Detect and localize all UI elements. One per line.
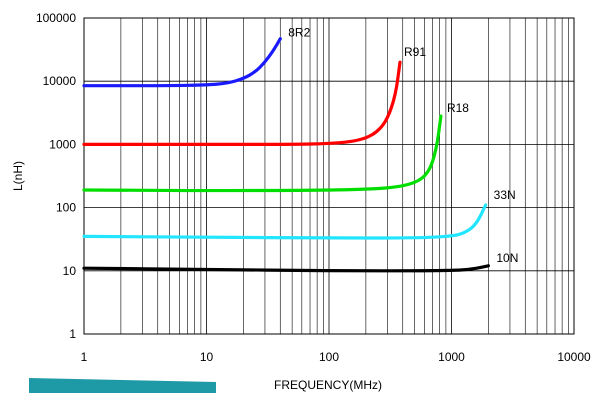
grid-lines — [83, 17, 574, 335]
decorative-teal-bar — [29, 378, 216, 393]
series-label-r91: R91 — [404, 45, 426, 59]
series-lines — [82, 37, 490, 273]
x-tick-label: 1000 — [438, 350, 465, 364]
x-tick-label: 10000 — [557, 350, 591, 364]
series-label-8r2: 8R2 — [288, 26, 310, 40]
x-axis-label: FREQUENCY(MHz) — [274, 378, 382, 392]
series-line-r18 — [82, 114, 443, 193]
series-labels: 8R2 R91 R18 33N 10N — [288, 26, 518, 265]
y-tick-label: 1 — [69, 327, 76, 341]
series-label-r18: R18 — [447, 101, 469, 115]
series-line-r91 — [82, 60, 402, 146]
plot-border — [83, 17, 575, 335]
plot-frame — [83, 17, 575, 335]
x-tick-label: 10 — [200, 350, 214, 364]
series-line-33n — [82, 203, 488, 240]
series-line-10n — [82, 264, 490, 273]
y-tick-label: 10 — [63, 264, 77, 278]
x-tick-label: 1 — [81, 350, 88, 364]
y-tick-label: 100000 — [36, 11, 76, 25]
y-tick-labels: 1 10 100 1000 10000 100000 — [36, 11, 76, 341]
x-tick-label: 100 — [319, 350, 339, 364]
series-line-8r2 — [82, 37, 282, 88]
y-tick-label: 1000 — [49, 137, 76, 151]
series-label-10n: 10N — [496, 251, 518, 265]
y-tick-label: 100 — [56, 201, 76, 215]
x-tick-labels: 1 10 100 1000 10000 — [81, 350, 591, 364]
series-label-33n: 33N — [494, 188, 516, 202]
y-axis-label: L(nH) — [11, 161, 25, 191]
y-tick-label: 10000 — [43, 74, 77, 88]
